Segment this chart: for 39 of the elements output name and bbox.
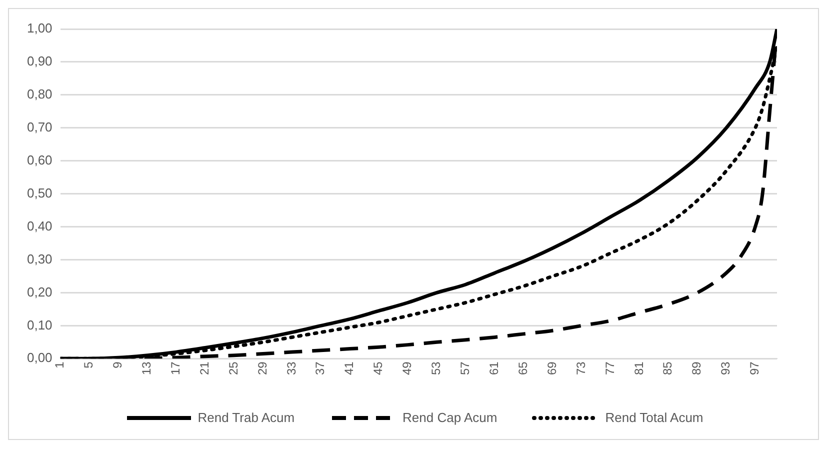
- y-tick-label: 0,00: [26, 350, 52, 366]
- legend-label: Rend Cap Acum: [402, 410, 498, 425]
- x-tick-label: 21: [197, 361, 212, 376]
- y-tick-label: 0,60: [26, 152, 52, 168]
- legend-label: Rend Trab Acum: [198, 410, 295, 425]
- x-tick-label: 89: [690, 361, 704, 376]
- y-tick-label: 0,30: [26, 251, 52, 266]
- x-tick-label: 69: [544, 361, 559, 376]
- y-tick-label: 1,00: [26, 20, 52, 36]
- x-tick-label: 93: [718, 361, 733, 376]
- x-tick-label: 65: [516, 361, 530, 376]
- y-tick-label: 0,50: [26, 185, 52, 200]
- x-tick-label: 85: [660, 361, 675, 376]
- x-tick-label: 81: [632, 361, 646, 376]
- x-tick-label: 13: [139, 361, 154, 376]
- y-tick-label: 0,20: [26, 284, 52, 300]
- x-tick-label: 17: [168, 361, 182, 376]
- y-tick-label: 0,40: [26, 218, 52, 234]
- y-tick-label: 0,80: [26, 86, 52, 102]
- y-tick-label: 0,70: [26, 119, 52, 134]
- y-tick-label: 0,90: [26, 54, 52, 69]
- x-tick-label: 25: [226, 361, 240, 376]
- x-tick-label: 9: [110, 361, 125, 368]
- x-tick-label: 61: [486, 361, 501, 376]
- x-tick-label: 57: [458, 361, 472, 376]
- x-tick-label: 5: [82, 361, 96, 368]
- x-tick-label: 29: [255, 361, 270, 376]
- x-tick-label: 1: [52, 361, 67, 368]
- y-tick-label: 0,10: [26, 317, 52, 332]
- x-tick-label: 73: [574, 361, 588, 376]
- x-tick-label: 53: [429, 361, 444, 376]
- x-tick-label: 97: [748, 361, 762, 376]
- x-tick-label: 33: [284, 361, 298, 376]
- x-tick-label: 37: [313, 361, 328, 376]
- x-tick-label: 77: [602, 361, 617, 376]
- x-tick-label: 45: [371, 361, 386, 376]
- legend-label: Rend Total Acum: [605, 410, 704, 425]
- x-tick-label: 49: [400, 361, 414, 376]
- x-tick-label: 41: [342, 361, 356, 376]
